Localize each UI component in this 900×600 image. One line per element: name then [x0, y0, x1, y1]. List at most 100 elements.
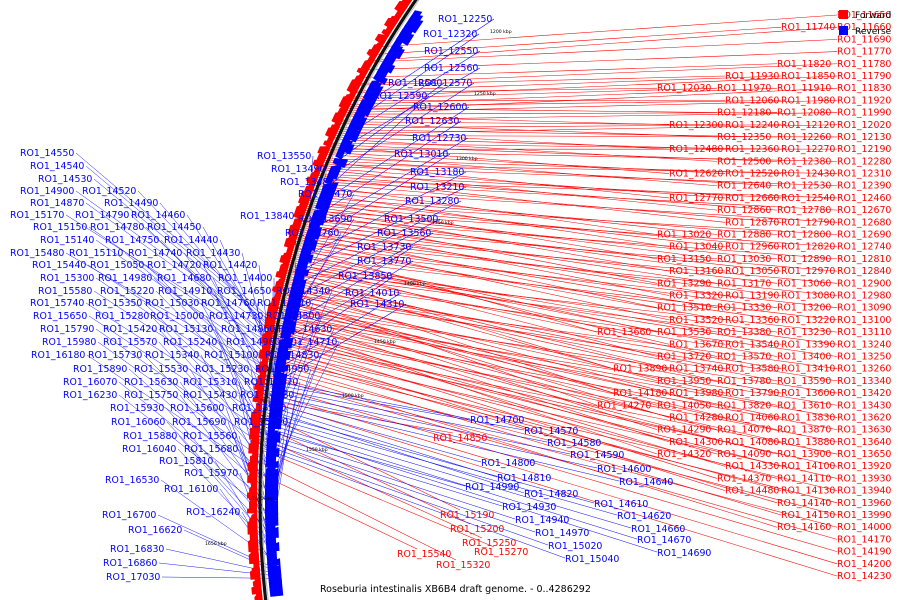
forward-connector [292, 236, 718, 308]
reverse-gene-label: RO1_15050 [90, 260, 144, 271]
reverse-gene-label: RO1_15680 [184, 444, 238, 455]
reverse-gene-label: RO1_14690 [657, 548, 711, 559]
forward-connector [336, 121, 726, 126]
forward-connector [258, 423, 471, 525]
forward-connector [348, 75, 838, 98]
forward-gene-label: RO1_12860 [717, 205, 771, 216]
reverse-connector [257, 442, 549, 546]
forward-gene-label: RO1_11910 [777, 83, 831, 94]
forward-gene-label: RO1_13150 [657, 254, 711, 265]
forward-gene-label: RO1_13720 [657, 351, 711, 362]
reverse-gene-label: RO1_16100 [164, 484, 218, 495]
reverse-gene-label: RO1_14520 [82, 186, 136, 197]
legend-swatch-forward [839, 10, 848, 19]
reverse-connector [261, 403, 498, 478]
reverse-feature [280, 332, 292, 340]
forward-connector [267, 333, 778, 455]
forward-connector [317, 165, 838, 187]
reverse-gene-label: RO1_14340 [276, 286, 330, 297]
reverse-connector [97, 341, 271, 465]
reverse-connector [287, 246, 414, 327]
forward-gene-label: RO1_12460 [837, 193, 891, 204]
forward-gene-label: RO1_12080 [777, 108, 831, 119]
forward-connector [275, 297, 658, 406]
reverse-connector [260, 414, 618, 516]
reverse-connector [75, 190, 285, 341]
reverse-connector [143, 302, 274, 427]
forward-gene-label: RO1_13330 [717, 303, 771, 314]
forward-connector [294, 226, 778, 284]
reverse-connector [137, 190, 285, 344]
forward-gene-label: RO1_11740 [781, 22, 835, 33]
forward-gene-label: RO1_13190 [725, 291, 779, 302]
forward-connector [368, 26, 838, 62]
reverse-gene-label: RO1_15350 [88, 298, 142, 309]
forward-connector [328, 138, 718, 162]
reverse-connector [308, 153, 451, 244]
reverse-gene-label: RO1_15000 [150, 311, 204, 322]
forward-connector [277, 287, 778, 382]
forward-connector [358, 63, 778, 78]
forward-gene-label: RO1_15270 [474, 547, 528, 558]
reverse-gene-label: RO1_14570 [524, 426, 578, 437]
reverse-gene-label: RO1_15890 [73, 364, 127, 375]
forward-connector [333, 124, 782, 129]
reverse-gene-label: RO1_15570 [103, 337, 157, 348]
forward-gene-label: RO1_13740 [669, 364, 723, 375]
forward-connector [335, 123, 718, 138]
forward-gene-label: RO1_12780 [777, 205, 831, 216]
reverse-connector [205, 315, 273, 443]
reverse-gene-label: RO1_14640 [619, 477, 673, 488]
forward-gene-label: RO1_12890 [777, 254, 831, 265]
forward-gene-label: RO1_13870 [777, 425, 831, 436]
forward-connector [289, 243, 726, 321]
forward-gene-label: RO1_13670 [669, 339, 723, 350]
forward-connector [258, 390, 838, 565]
tick-label: 1450 kbp [374, 339, 396, 345]
reverse-connector [118, 394, 271, 515]
forward-connector [296, 222, 670, 296]
reverse-gene-label: RO1_14830 [265, 350, 319, 361]
forward-gene-label: RO1_14180 [613, 388, 667, 399]
forward-gene-label: RO1_12030 [657, 83, 711, 94]
forward-gene-label: RO1_13610 [777, 400, 831, 411]
forward-gene-label: RO1_14280 [669, 412, 723, 423]
reverse-gene-label: RO1_14540 [30, 161, 84, 172]
forward-gene-label: RO1_13220 [781, 315, 835, 326]
forward-gene-label: RO1_11780 [837, 59, 891, 70]
forward-connector [300, 211, 778, 260]
forward-gene-label: RO1_13640 [837, 437, 891, 448]
forward-gene-label: RO1_12670 [837, 205, 891, 216]
forward-gene-label: RO1_14160 [777, 522, 831, 533]
reverse-gene-label: RO1_15100 [204, 350, 258, 361]
backbone-arc [258, 0, 418, 600]
forward-gene-label: RO1_12980 [837, 291, 891, 302]
reverse-gene-label: RO1_12570 [418, 78, 472, 89]
forward-gene-label: RO1_13100 [837, 315, 891, 326]
forward-connector [355, 63, 838, 84]
tick-label: 1300 kbp [456, 156, 478, 162]
forward-gene-label: RO1_14150 [781, 510, 835, 521]
forward-gene-label: RO1_11990 [837, 108, 891, 119]
forward-gene-label: RO1_13660 [597, 327, 651, 338]
reverse-connector [143, 354, 271, 482]
reverse-gene-label: RO1_15530 [134, 364, 188, 375]
reverse-gene-label: RO1_14590 [570, 450, 624, 461]
reverse-gene-label: RO1_15980 [42, 337, 96, 348]
reverse-gene-label: RO1_12730 [412, 133, 466, 144]
reverse-connector [263, 382, 525, 431]
forward-connector [347, 87, 718, 100]
forward-connector [344, 87, 778, 106]
reverse-gene-label: RO1_14790 [75, 210, 129, 221]
forward-gene-label: RO1_13410 [781, 364, 835, 375]
forward-connector [326, 144, 778, 162]
forward-gene-label: RO1_13170 [717, 278, 771, 289]
forward-connector [286, 252, 670, 345]
reverse-gene-label: RO1_13490 [271, 164, 325, 175]
reverse-gene-label: RO1_14730 [209, 311, 263, 322]
forward-gene-label: RO1_12190 [837, 144, 891, 155]
forward-connector [319, 159, 778, 187]
label-connector-lines [65, 14, 838, 579]
forward-connector [280, 275, 658, 382]
forward-gene-label: RO1_12060 [725, 95, 779, 106]
